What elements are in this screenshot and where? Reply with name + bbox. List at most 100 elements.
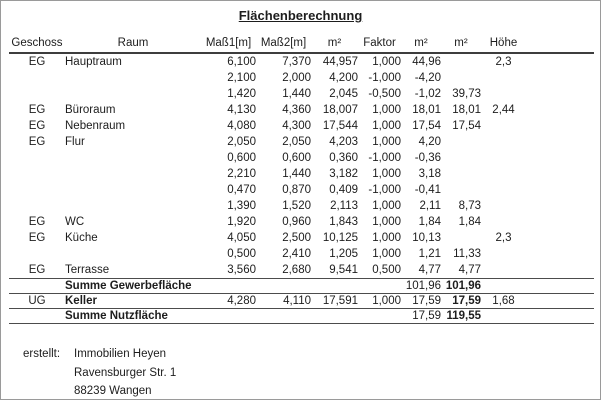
table-row: EG Hauptraum 6,100 7,370 44,957 1,000 44,96 2,3: [9, 53, 594, 70]
cell-filler: [526, 262, 594, 279]
cell-mass2: 2,410: [282, 248, 311, 260]
cell-filler: [526, 198, 594, 214]
cell-m2_sum: 17,54: [452, 120, 481, 132]
cell-raum: [65, 198, 201, 214]
cell-m2_result: 44,96: [412, 56, 441, 68]
cell-faktor: 1,000: [372, 200, 401, 212]
cell-m2_sum: [441, 70, 481, 86]
cell-geschoss: [9, 150, 65, 166]
table-row: 0,600 0,600 0,360 -1,000 -0,36: [9, 150, 594, 166]
cell-faktor: [358, 278, 401, 294]
cell-mass2: 4,300: [282, 120, 311, 132]
cell-mass2: 2,680: [256, 262, 311, 279]
cell-m2_sum: [441, 53, 481, 70]
area-calculation-table: Geschoss Raum Maß1[m] Maß2[m] m² Faktor m² m² Hö…: [9, 35, 594, 324]
cell-mass2: 4,360: [282, 104, 311, 116]
cell-m2_sum: [441, 182, 481, 198]
cell-m2_sum: 39,73: [452, 88, 481, 100]
cell-raum: WC: [65, 216, 85, 228]
cell-faktor: 1,000: [372, 232, 401, 244]
cell-raum: Keller: [65, 293, 201, 309]
table-row: EG Terrasse 3,560 2,680 9,541 0,500 4,77 4,77: [9, 262, 594, 279]
cell-mass2: 7,370: [282, 56, 311, 68]
table-body: EG Hauptraum 6,100 7,370 44,957 1,000 44,96 2,3…: [9, 53, 594, 324]
table-row: 0,500 2,410 1,205 1,000 1,21 11,33: [9, 246, 594, 262]
footer-address: Immobilien Heyen Ravensburger Str. 1 882…: [74, 345, 176, 399]
column-header-m2_sum: m²: [441, 35, 481, 54]
column-header-hoehe: Höhe: [481, 35, 526, 54]
cell-m2_result: 4,20: [418, 136, 441, 148]
cell-filler: [526, 150, 594, 166]
cell-hoehe: [481, 150, 526, 166]
cell-geschoss: [9, 86, 65, 102]
cell-filler: [526, 70, 594, 86]
cell-m2: 0,409: [329, 184, 358, 196]
cell-mass2: 1,520: [282, 200, 311, 212]
cell-hoehe: 2,44: [492, 104, 515, 116]
column-header-mass2: Maß2[m]: [256, 35, 311, 54]
cell-m2: 18,007: [322, 104, 358, 116]
cell-m2_sum: [441, 166, 481, 182]
cell-m2_result: 17,59: [401, 308, 441, 324]
cell-filler: [526, 53, 594, 70]
table-row: EG Nebenraum 4,080 4,300 17,544 1,000 17,54 17,…: [9, 118, 594, 134]
cell-filler: [526, 86, 594, 102]
cell-filler: [526, 308, 594, 324]
cell-mass1: 1,420: [227, 88, 256, 100]
cell-filler: [526, 214, 594, 230]
cell-mass1: 2,100: [227, 72, 256, 84]
cell-filler: [526, 230, 594, 246]
cell-m2: 4,203: [329, 136, 358, 148]
cell-mass1: 1,920: [227, 216, 256, 228]
cell-mass1: 0,470: [227, 184, 256, 196]
cell-m2_sum: 17,59: [441, 293, 481, 309]
cell-filler: [526, 166, 594, 182]
cell-m2_result: 17,54: [412, 120, 441, 132]
cell-mass2: 2,000: [282, 72, 311, 84]
cell-raum: Hauptraum: [65, 56, 122, 68]
cell-raum: Summe Nutzfläche: [65, 308, 201, 324]
cell-m2_result: 18,01: [412, 104, 441, 116]
cell-m2_result: -0,36: [414, 152, 441, 164]
footer-block: erstellt: Immobilien Heyen Ravensburger …: [23, 345, 176, 399]
cell-mass1: 4,080: [227, 120, 256, 132]
cell-m2_result: -0,41: [414, 184, 441, 196]
cell-hoehe: [481, 182, 526, 198]
cell-m2: 3,182: [329, 168, 358, 180]
cell-faktor: 1,000: [372, 104, 401, 116]
cell-raum: [65, 86, 201, 102]
cell-hoehe: [481, 86, 526, 102]
cell-faktor: 1,000: [372, 56, 401, 68]
cell-mass1: 4,050: [227, 232, 256, 244]
cell-m2: 10,125: [322, 232, 358, 244]
cell-m2_sum: 8,73: [458, 200, 481, 212]
table-row: 1,390 1,520 2,113 1,000 2,11 8,73: [9, 198, 594, 214]
cell-mass2: [256, 278, 311, 294]
cell-filler: [526, 278, 594, 294]
cell-geschoss: [9, 166, 65, 182]
cell-mass2: 2,500: [282, 232, 311, 244]
cell-m2_result: 17,59: [401, 293, 441, 309]
cell-m2: 17,544: [322, 120, 358, 132]
cell-geschoss: EG: [28, 136, 46, 148]
cell-faktor: 1,000: [372, 120, 401, 132]
cell-hoehe: [481, 134, 526, 150]
cell-m2_sum: 11,33: [453, 248, 481, 260]
cell-m2: 1,843: [329, 216, 358, 228]
table-row: EG Büroraum 4,130 4,360 18,007 1,000 18,01 18,0…: [9, 102, 594, 118]
cell-hoehe: [481, 278, 526, 294]
cell-filler: [526, 293, 594, 309]
cell-mass2: 0,870: [282, 184, 311, 196]
cell-raum: [65, 166, 201, 182]
cell-m2_sum: 18,01: [452, 104, 481, 116]
cell-mass1: 6,100: [227, 56, 256, 68]
cell-raum: Terrasse: [65, 262, 201, 279]
cell-mass1: [201, 278, 256, 294]
cell-m2_result: 1,84: [418, 216, 441, 228]
table-row: 2,100 2,000 4,200 -1,000 -4,20: [9, 70, 594, 86]
footer-label: erstellt:: [23, 348, 61, 360]
cell-mass1: 0,600: [227, 152, 256, 164]
cell-mass2: 0,960: [282, 216, 311, 228]
cell-faktor: 0,500: [358, 262, 401, 279]
table-row: Summe Gewerbefläche 101,96 101,96: [9, 278, 594, 294]
